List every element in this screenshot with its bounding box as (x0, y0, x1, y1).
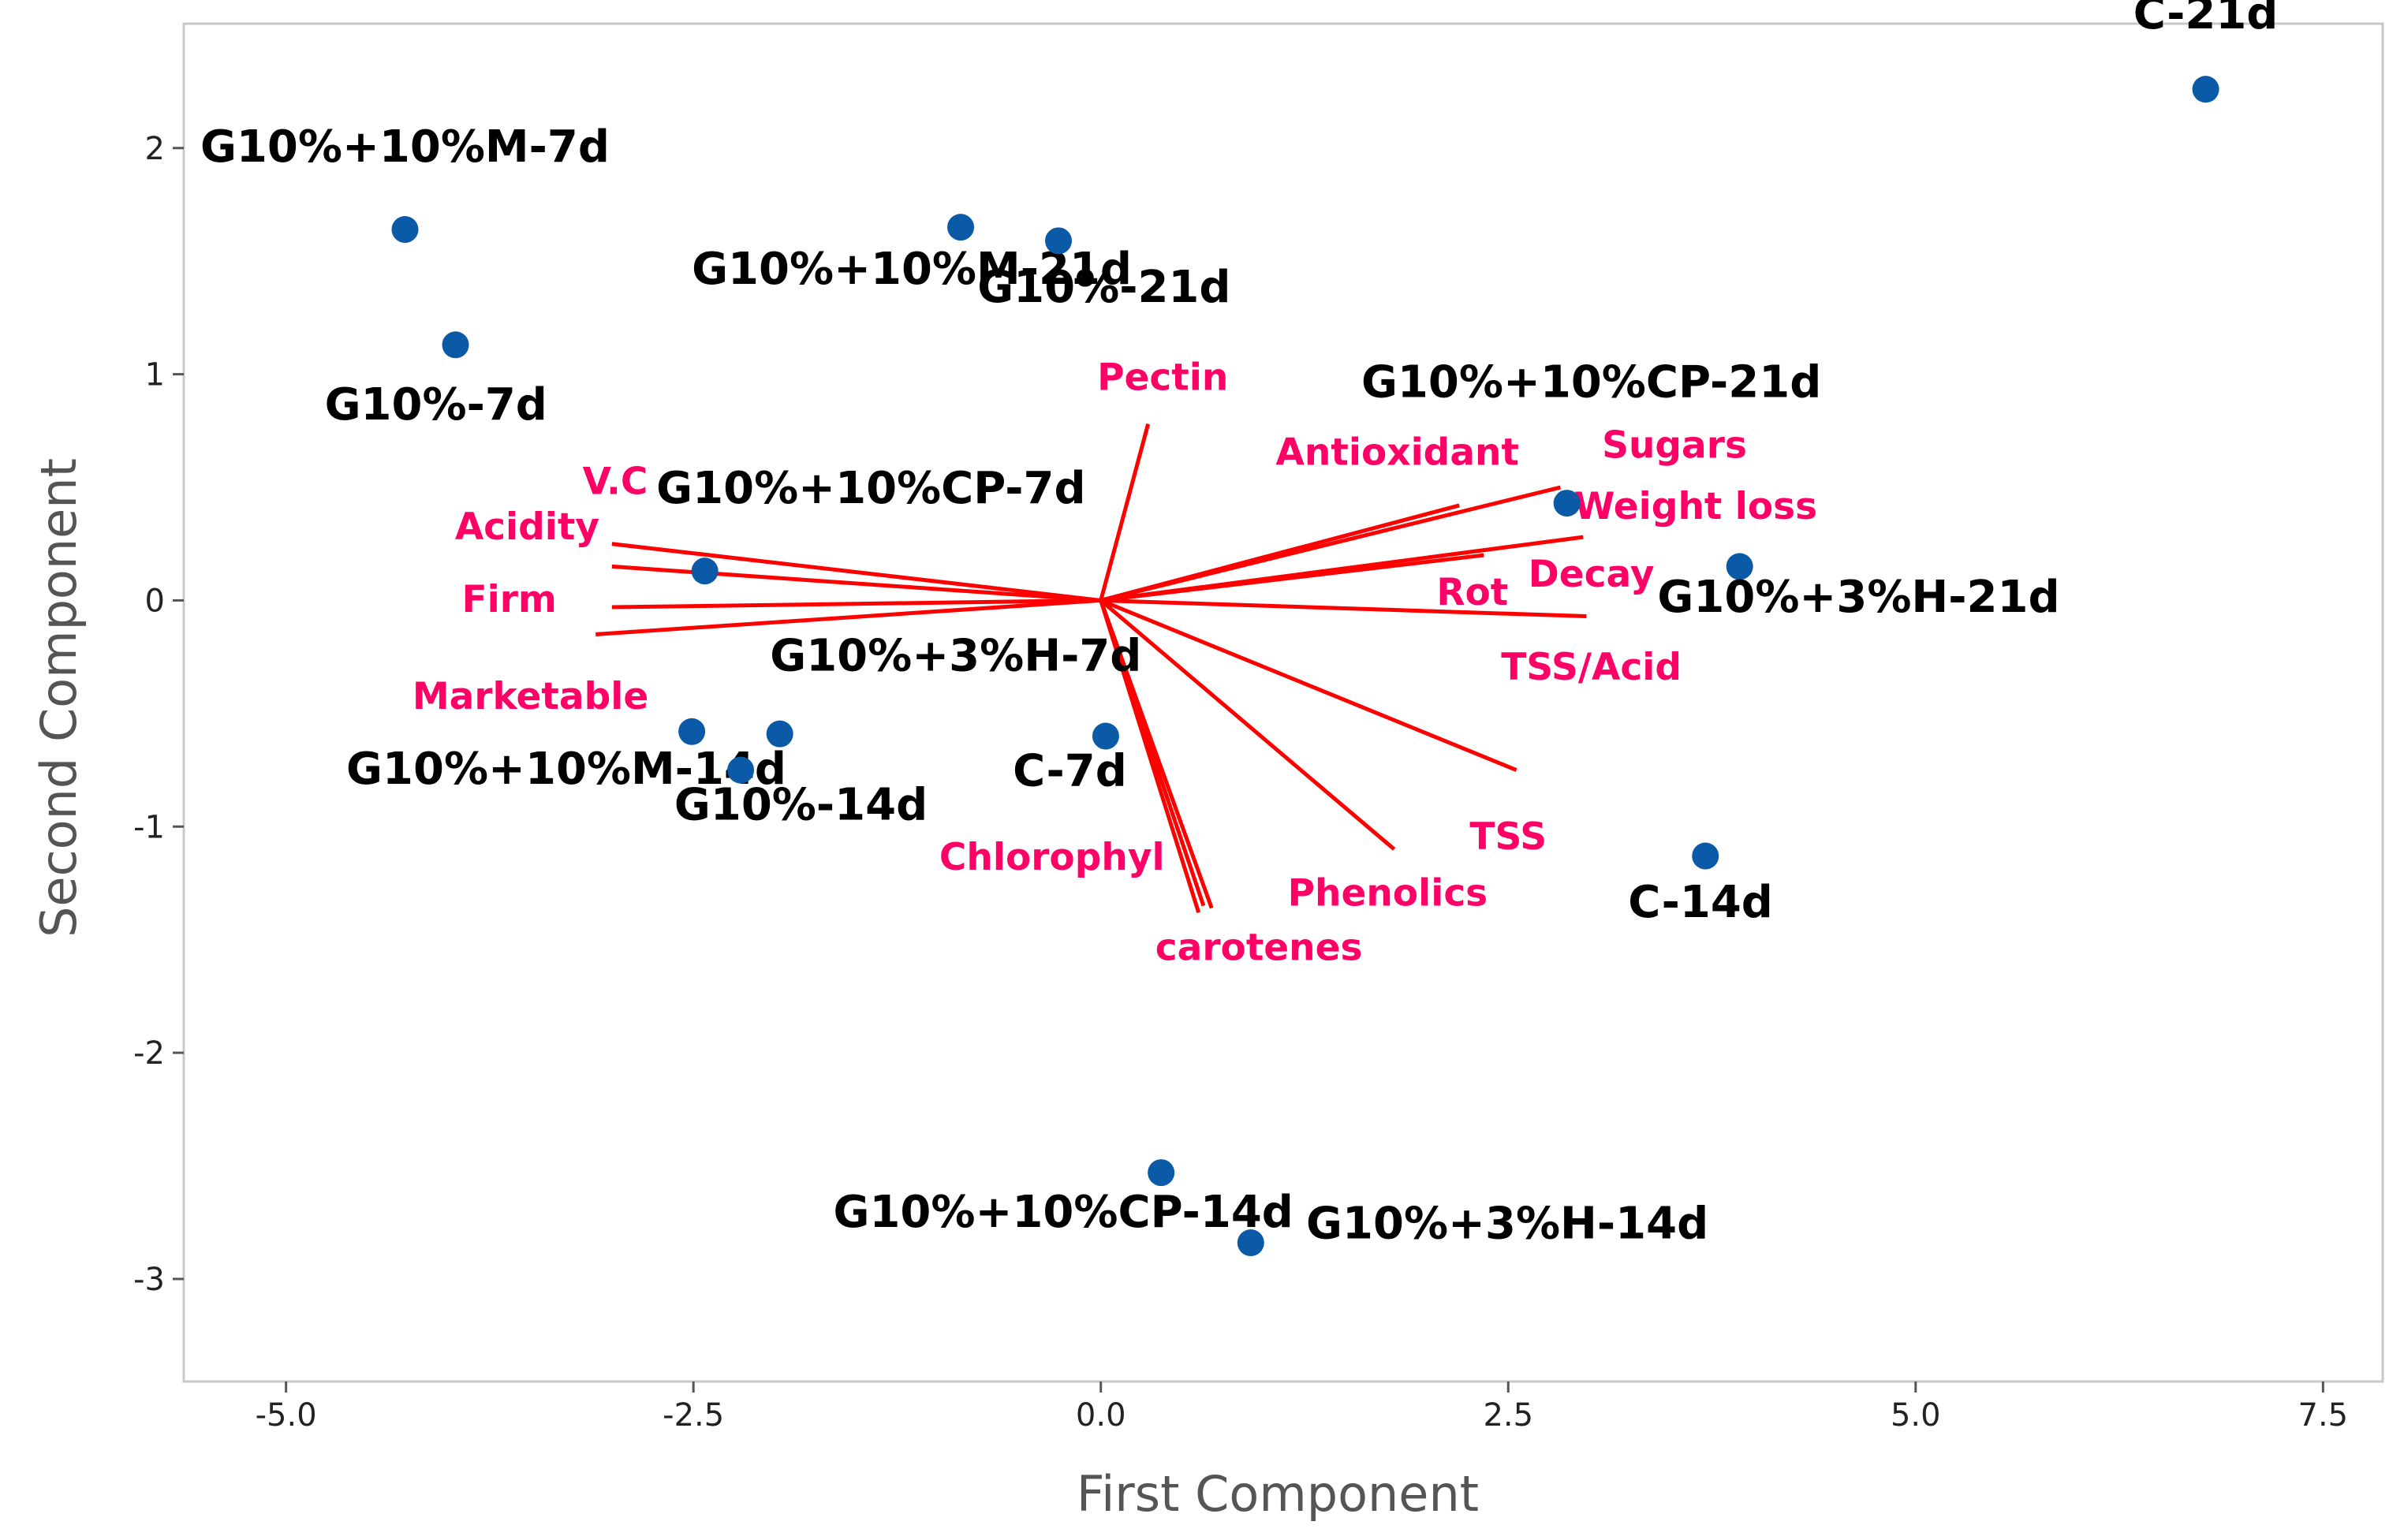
x-tick-label: 7.5 (2298, 1397, 2349, 1434)
y-tick-label: -3 (133, 1262, 165, 1298)
y-axis-title: Second Component (30, 458, 88, 938)
loading-label-antioxidant: Antioxidant (1276, 431, 1519, 474)
loading-vector-decay (1100, 598, 1587, 619)
point-label-g10pct-7d: G10%-7d (325, 379, 547, 431)
score-point-g10pct-plus-10pctcp-7d (691, 557, 719, 585)
loading-label-chlorophyl: Chlorophyl (939, 836, 1165, 879)
y-tick-label: -1 (133, 809, 165, 845)
score-point-g10pct-plus-3pcth-7d (766, 720, 793, 748)
plot-frame (182, 22, 2384, 1383)
x-tick-label: -2.5 (663, 1397, 724, 1434)
y-tick-label: -2 (133, 1035, 165, 1072)
score-point-g10pct-plus-10pctcp-14d (1148, 1159, 1175, 1187)
y-tick-label: 2 (145, 131, 165, 167)
point-label-g10pct-plus-10pctm-7d: G10%+10%M-7d (200, 121, 610, 173)
loading-label-acidity: Acidity (455, 505, 599, 549)
loading-label-firm: Firm (462, 578, 557, 621)
x-tick-label: -5.0 (256, 1397, 317, 1434)
score-point-g10pct-21d (1045, 227, 1073, 255)
loading-label-rot: Rot (1436, 571, 1508, 614)
loading-vector-tss-acid (1099, 598, 1517, 772)
score-point-c-14d (1692, 842, 1719, 870)
point-label-g10pct-plus-3pcth-14d: G10%+3%H-14d (1306, 1198, 1708, 1249)
score-points: C-21dG10%+10%M-7dG10%+10%M-21dG10%-21dG1… (200, 0, 2279, 1257)
score-point-g10pct-plus-10pctm-7d (391, 216, 419, 244)
loading-vector-carotenes (1099, 599, 1214, 909)
loading-label-pectin: Pectin (1097, 356, 1228, 400)
score-point-c-7d (1092, 722, 1119, 750)
score-point-g10pct-plus-3pcth-14d (1237, 1229, 1264, 1257)
loading-vector-rot (1100, 553, 1484, 602)
y-tick-label: 1 (145, 357, 165, 393)
loading-label-tss-acid: TSS/Acid (1501, 646, 1682, 689)
loading-label-v-c: V.C (583, 461, 648, 504)
loading-label-weight-loss: Weight loss (1574, 485, 1817, 528)
x-tick-label: 0.0 (1076, 1397, 1126, 1434)
point-label-g10pct-plus-10pctm-14d: G10%+10%M-14d (346, 744, 786, 795)
loading-label-decay: Decay (1529, 553, 1655, 596)
point-label-g10pct-plus-10pctcp-14d: G10%+10%CP-14d (834, 1187, 1293, 1238)
score-point-g10pct-plus-10pctm-14d (678, 718, 706, 745)
loading-label-phenolics: Phenolics (1288, 872, 1488, 915)
point-label-g10pct-plus-3pcth-7d: G10%+3%H-7d (770, 630, 1141, 681)
score-point-g10pct-14d (727, 756, 755, 784)
loading-vector-firm (611, 598, 1101, 610)
y-tick-label: 0 (145, 583, 165, 619)
point-label-g10pct-plus-3pcth-21d: G10%+3%H-21d (1657, 572, 2059, 623)
score-point-g10pct-plus-10pctm-21d (947, 214, 975, 241)
x-axis-title: First Component (1077, 1465, 1479, 1523)
loading-vector-v-c (611, 542, 1102, 602)
loading-vector-tss (1099, 598, 1396, 851)
point-label-g10pct-14d: G10%-14d (674, 780, 928, 831)
x-tick-label: 2.5 (1483, 1397, 1533, 1434)
loading-label-marketable: Marketable (412, 675, 648, 718)
point-label-c-21d: C-21d (2133, 0, 2279, 39)
point-label-c-14d: C-14d (1628, 877, 1773, 928)
score-point-c-21d (2192, 76, 2219, 103)
point-label-c-7d: C-7d (1013, 746, 1127, 797)
x-tick-label: 5.0 (1891, 1397, 1941, 1434)
score-point-g10pct-plus-3pcth-21d (1726, 553, 1753, 580)
loading-vector-chlorophyl (1099, 599, 1201, 914)
point-label-g10pct-plus-10pctcp-21d: G10%+10%CP-21d (1361, 356, 1821, 408)
loading-label-sugars: Sugars (1602, 424, 1747, 468)
axes: -5.0 -2.5 0.0 2.5 5.0 7.5 -3 -2 -1 0 1 2 (133, 131, 2348, 1434)
loading-vector-marketable (595, 598, 1101, 636)
loading-label-tss: TSS (1469, 815, 1547, 859)
score-point-g10pct-plus-10pctcp-21d (1553, 490, 1581, 517)
score-point-g10pct-7d (442, 331, 469, 359)
loading-vector-pectin (1099, 423, 1151, 602)
loading-label-carotenes: carotenes (1155, 927, 1363, 970)
point-label-g10pct-21d: G10%-21d (977, 262, 1230, 313)
loading-vectors: Pectin Antioxidant Sugars Weight loss Rot Dec… (412, 356, 1817, 970)
loading-vector-sugars (1100, 485, 1561, 602)
point-label-g10pct-plus-10pctcp-7d: G10%+10%CP-7d (656, 463, 1085, 514)
